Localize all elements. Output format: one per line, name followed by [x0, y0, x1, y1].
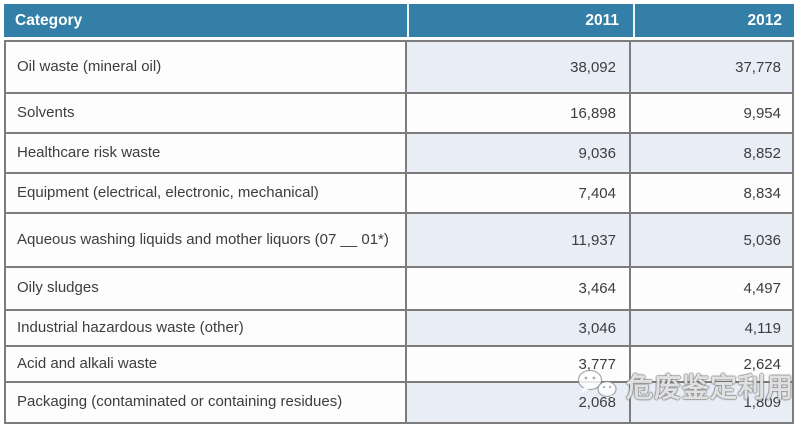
header-cell-2011: 2011	[409, 4, 633, 37]
table-header-row: Category 2011 2012	[4, 4, 794, 37]
category-cell: Oily sludges	[6, 268, 407, 309]
table-row: Industrial hazardous waste (other) 3,046…	[6, 311, 792, 347]
table-body: Oil waste (mineral oil) 38,092 37,778 So…	[4, 40, 794, 424]
value-cell-2012: 8,852	[631, 134, 792, 172]
value-cell-2011: 38,092	[407, 42, 631, 92]
category-cell: Acid and alkali waste	[6, 347, 407, 381]
category-cell: Industrial hazardous waste (other)	[6, 311, 407, 345]
table-row: Acid and alkali waste 3,777 2,624	[6, 347, 792, 383]
table-row: Solvents 16,898 9,954	[6, 94, 792, 134]
category-cell: Aqueous washing liquids and mother liquo…	[6, 214, 407, 266]
header-divider	[407, 4, 409, 37]
table-row: Oil waste (mineral oil) 38,092 37,778	[6, 42, 792, 94]
value-cell-2011: 3,464	[407, 268, 631, 309]
value-cell-2011: 9,036	[407, 134, 631, 172]
value-cell-2011: 3,777	[407, 347, 631, 381]
header-cell-2012: 2012	[635, 4, 794, 37]
header-divider	[633, 4, 635, 37]
value-cell-2011: 7,404	[407, 174, 631, 212]
value-cell-2011: 2,068	[407, 383, 631, 422]
header-cell-category: Category	[4, 4, 407, 37]
value-cell-2012: 5,036	[631, 214, 792, 266]
value-cell-2012: 4,119	[631, 311, 792, 345]
value-cell-2012: 8,834	[631, 174, 792, 212]
category-cell: Equipment (electrical, electronic, mecha…	[6, 174, 407, 212]
value-cell-2011: 16,898	[407, 94, 631, 132]
table-row: Equipment (electrical, electronic, mecha…	[6, 174, 792, 214]
category-cell: Solvents	[6, 94, 407, 132]
category-cell: Healthcare risk waste	[6, 134, 407, 172]
value-cell-2011: 3,046	[407, 311, 631, 345]
value-cell-2012: 4,497	[631, 268, 792, 309]
category-cell: Packaging (contaminated or containing re…	[6, 383, 407, 422]
value-cell-2012: 9,954	[631, 94, 792, 132]
table-row: Healthcare risk waste 9,036 8,852	[6, 134, 792, 174]
value-cell-2012: 37,778	[631, 42, 792, 92]
table-row: Oily sludges 3,464 4,497	[6, 268, 792, 311]
category-cell: Oil waste (mineral oil)	[6, 42, 407, 92]
waste-data-table: Category 2011 2012 Oil waste (mineral oi…	[4, 4, 794, 424]
value-cell-2011: 11,937	[407, 214, 631, 266]
value-cell-2012: 2,624	[631, 347, 792, 381]
table-row: Packaging (contaminated or containing re…	[6, 383, 792, 422]
table-row: Aqueous washing liquids and mother liquo…	[6, 214, 792, 268]
value-cell-2012: 1,809	[631, 383, 792, 422]
